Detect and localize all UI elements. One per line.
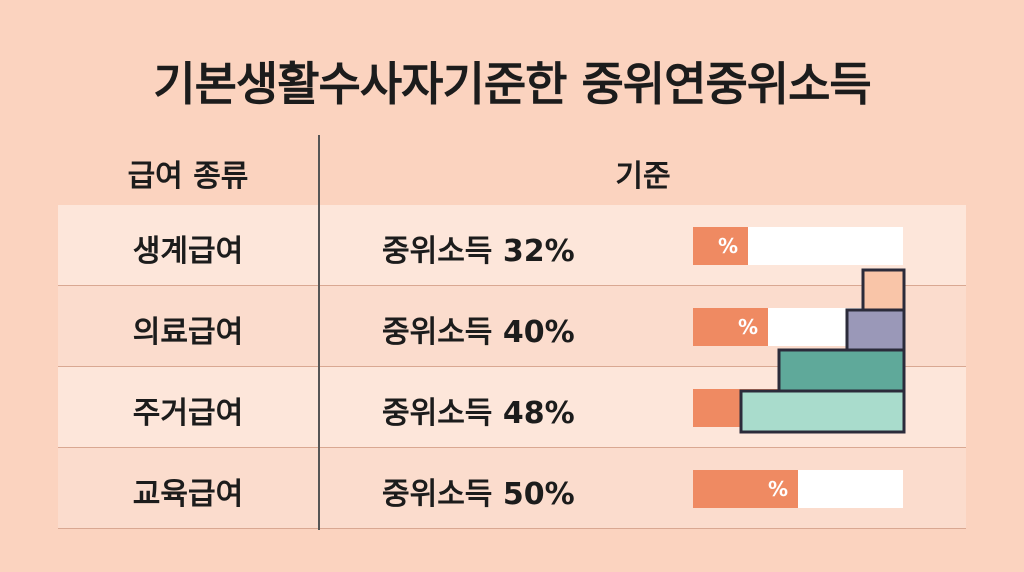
criterion: 중위소득 48% [382, 396, 575, 431]
progress-fill [693, 227, 748, 265]
benefit-type: 생계급여 [132, 234, 244, 269]
table-row: 주거급여 중위소득 48%% [58, 367, 966, 448]
benefit-type: 교육급여 [132, 477, 244, 512]
table-row: 의료급여 중위소득 40%% [58, 286, 966, 367]
progress-bar: % [693, 389, 903, 427]
criterion: 중위소득 32% [382, 234, 575, 269]
bar-label: % [738, 315, 759, 339]
title: 기본생활수사자기준한 중위연중위소득 [153, 57, 871, 111]
benefit-type: 의료급여 [132, 315, 244, 350]
progress-fill [693, 308, 768, 346]
progress-bar: % [693, 470, 903, 508]
table-row: 생계급여 중위소득 32%% [58, 205, 966, 286]
rows: 생계급여 중위소득 32%% 의료급여 중위소득 40%% 주거급여 중위소득 48%% 교… [58, 205, 966, 530]
bar-label: % [718, 234, 739, 258]
bar-label: % [768, 477, 789, 501]
column-header: 급여 종류 [127, 159, 249, 194]
column-header: 기준 [615, 159, 671, 194]
table: 급여 종류 기준 생계급여 중위소득 32%% 의료급여 중위소득 40%% 주거급여 중… [58, 135, 966, 530]
criterion: 중위소득 40% [382, 315, 575, 350]
progress-bar: % [693, 308, 903, 346]
column-divider [318, 135, 320, 530]
bar-label: % [753, 396, 774, 420]
progress-bar: % [693, 227, 903, 265]
criterion: 중위소득 50% [382, 477, 575, 512]
benefit-type: 주거급여 [132, 396, 244, 431]
header-row: 급여 종류 기준 [58, 135, 966, 207]
progress-fill [693, 470, 798, 508]
table-row: 교육급여 중위소득 50%% [58, 448, 966, 529]
